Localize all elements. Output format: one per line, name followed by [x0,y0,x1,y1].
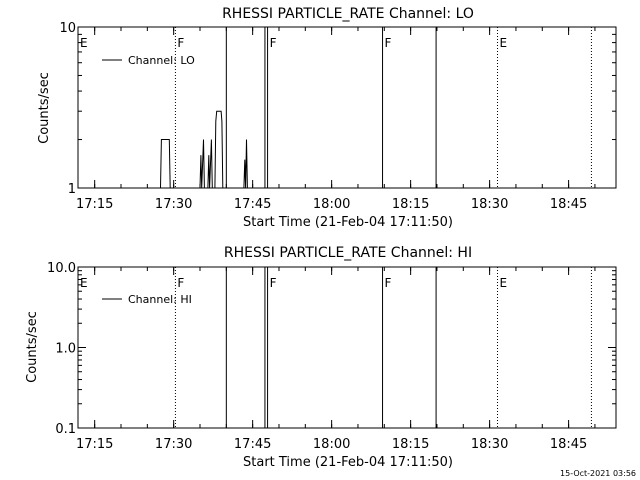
lo-x-tick-label: 17:30 [155,197,192,212]
lo-x-tick-label: 18:15 [392,197,429,212]
hi-channel-panel: RHESSI PARTICLE_RATE Channel: HI Start T… [25,245,617,470]
lo-x-tick-label: 18:00 [313,197,350,212]
hi-event-marker-label: F [270,276,277,290]
lo-event-marker-label: F [270,36,277,50]
hi-chart-title: RHESSI PARTICLE_RATE Channel: HI [224,245,472,261]
hi-event-marker-label: E [80,276,88,290]
hi-y-axis-label: Counts/sec [25,311,40,383]
lo-legend-label: Channel: LO [128,54,195,67]
hi-event-marker-label: F [385,276,392,290]
hi-y-tick-label: 10.0 [47,261,76,276]
lo-y-tick-label: 10 [59,21,76,36]
hi-x-tick-label: 18:00 [313,437,350,452]
hi-x-axis-label: Start Time (21-Feb-04 17:11:50) [243,455,453,470]
hi-legend-label: Channel: HI [128,293,192,306]
lo-plot-frame [77,26,617,189]
hi-x-tick-label: 17:15 [76,437,113,452]
hi-y-tick-label: 1.0 [55,342,76,357]
hi-plot-frame [77,266,617,429]
lo-x-axis-label: Start Time (21-Feb-04 17:11:50) [243,215,453,230]
lo-event-marker-label: E [500,36,508,50]
hi-x-tick-label: 18:45 [550,437,587,452]
lo-chart-title: RHESSI PARTICLE_RATE Channel: LO [222,6,474,22]
lo-channel-panel: RHESSI PARTICLE_RATE Channel: LO Start T… [37,6,617,230]
lo-event-marker-label: F [385,36,392,50]
lo-x-tick-label: 17:45 [234,197,271,212]
lo-y-axis-label: Counts/sec [37,72,52,144]
hi-y-tick-label: 0.1 [55,422,76,437]
lo-event-marker-label: E [80,36,88,50]
hi-x-tick-label: 18:30 [471,437,508,452]
lo-x-tick-label: 17:15 [76,197,113,212]
lo-event-marker-label: F [177,36,184,50]
hi-x-tick-label: 18:15 [392,437,429,452]
lo-x-tick-label: 18:45 [550,197,587,212]
lo-y-tick-label: 1 [68,182,76,197]
hi-x-tick-label: 17:30 [155,437,192,452]
lo-series-line [160,110,248,189]
hi-x-tick-label: 17:45 [234,437,271,452]
hi-event-marker-label: E [500,276,508,290]
lo-x-tick-label: 18:30 [471,197,508,212]
hi-event-marker-label: F [177,276,184,290]
footer-timestamp: 15-Oct-2021 03:56 [560,469,636,478]
